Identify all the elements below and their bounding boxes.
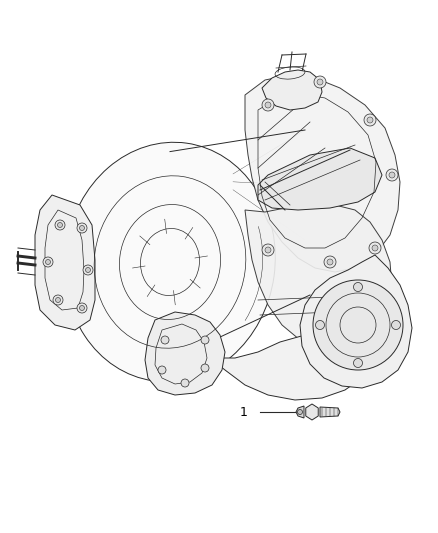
Circle shape	[317, 79, 323, 85]
Circle shape	[80, 305, 85, 311]
Circle shape	[80, 225, 85, 230]
Circle shape	[85, 268, 91, 272]
Circle shape	[201, 364, 209, 372]
Circle shape	[353, 282, 363, 292]
Polygon shape	[195, 332, 370, 400]
Circle shape	[262, 99, 274, 111]
Circle shape	[314, 76, 326, 88]
Circle shape	[369, 242, 381, 254]
Circle shape	[57, 222, 63, 228]
Circle shape	[392, 320, 400, 329]
Circle shape	[315, 320, 325, 329]
Circle shape	[389, 172, 395, 178]
Circle shape	[265, 102, 271, 108]
Polygon shape	[300, 255, 412, 388]
Ellipse shape	[65, 142, 276, 382]
Polygon shape	[245, 205, 392, 352]
Circle shape	[161, 336, 169, 344]
Circle shape	[56, 297, 60, 303]
Circle shape	[324, 256, 336, 268]
Circle shape	[367, 117, 373, 123]
Circle shape	[201, 336, 209, 344]
Polygon shape	[296, 406, 304, 418]
Circle shape	[386, 169, 398, 181]
Circle shape	[158, 366, 166, 374]
Circle shape	[53, 295, 63, 305]
Circle shape	[77, 303, 87, 313]
Circle shape	[181, 379, 189, 387]
Circle shape	[77, 223, 87, 233]
Circle shape	[46, 260, 50, 264]
Polygon shape	[306, 404, 318, 420]
Circle shape	[55, 220, 65, 230]
Polygon shape	[245, 75, 400, 272]
Polygon shape	[320, 407, 340, 417]
Text: 1: 1	[240, 406, 248, 418]
Circle shape	[353, 359, 363, 367]
Circle shape	[327, 259, 333, 265]
Circle shape	[364, 114, 376, 126]
Circle shape	[262, 244, 274, 256]
Polygon shape	[145, 312, 225, 395]
Polygon shape	[262, 70, 322, 110]
Circle shape	[83, 265, 93, 275]
Polygon shape	[35, 195, 95, 330]
Circle shape	[265, 247, 271, 253]
Circle shape	[372, 245, 378, 251]
Circle shape	[297, 409, 303, 415]
Circle shape	[43, 257, 53, 267]
Polygon shape	[258, 148, 382, 210]
Circle shape	[313, 280, 403, 370]
